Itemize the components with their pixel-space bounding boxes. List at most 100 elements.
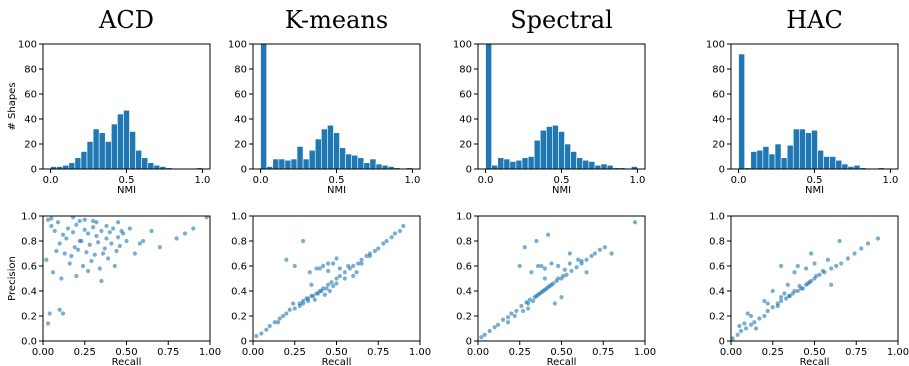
scatter-point xyxy=(771,305,775,309)
scatter-point xyxy=(351,264,355,268)
scatter-point xyxy=(91,225,95,229)
histogram-bar xyxy=(63,165,69,169)
scatter-point xyxy=(779,295,783,299)
scatter-point xyxy=(506,315,510,319)
scatter-point xyxy=(306,299,310,303)
scatter-point xyxy=(866,241,870,245)
scatter-point xyxy=(513,314,517,318)
histogram-bar xyxy=(261,44,267,169)
scatter-point xyxy=(111,226,115,230)
scatter-point xyxy=(519,304,523,308)
scatter-point xyxy=(766,309,770,313)
histogram-bar xyxy=(854,165,860,169)
scatter-point xyxy=(385,239,389,243)
scatter-point xyxy=(584,258,588,262)
y-tick-label: 0.6 xyxy=(231,262,247,273)
histogram-bar xyxy=(105,142,111,170)
histogram-bar xyxy=(824,157,830,170)
histogram-bar xyxy=(757,150,763,169)
x-tick-label: 0.0 xyxy=(478,175,494,186)
histogram-bar xyxy=(540,130,546,169)
scatter-point xyxy=(89,259,93,263)
scatter-point xyxy=(610,251,614,255)
scatter-point xyxy=(88,243,92,247)
scatter-point xyxy=(496,323,500,327)
y-tick-label: 100 xyxy=(706,40,725,51)
y-tick-label: 0 xyxy=(241,165,247,176)
scatter-point xyxy=(113,264,117,268)
scatter-point xyxy=(752,320,756,324)
scatter-point xyxy=(782,291,786,295)
scatter-point xyxy=(281,314,285,318)
x-tick-label: 0.75 xyxy=(845,347,867,358)
scatter-point xyxy=(338,274,342,278)
y-tick-label: 0.4 xyxy=(709,287,725,298)
scatter-point xyxy=(737,324,741,328)
x-tick-label: 0.75 xyxy=(367,347,389,358)
scatter-point xyxy=(483,333,487,337)
scatter-point xyxy=(749,323,753,327)
x-tick-label: 1.0 xyxy=(194,175,210,186)
scatter-point xyxy=(106,256,110,260)
scatter-point xyxy=(61,311,65,315)
scatter-point xyxy=(569,269,573,273)
scatter-point xyxy=(104,224,108,228)
scatter-point xyxy=(556,276,560,280)
scatter-point xyxy=(343,270,347,274)
scatter-point xyxy=(54,249,58,253)
histogram-bar xyxy=(799,129,805,169)
scatter-point xyxy=(109,241,113,245)
scatter-point xyxy=(308,270,312,274)
y-tick-label: 0.8 xyxy=(21,237,37,248)
scatter-point xyxy=(116,235,120,239)
y-tick-label: 0.0 xyxy=(21,337,37,348)
scatter-point xyxy=(523,245,527,249)
scatter-point xyxy=(568,261,572,265)
histogram-bar xyxy=(522,158,528,169)
histogram-bar xyxy=(130,132,136,170)
histogram-bar xyxy=(75,158,81,169)
scatter-point xyxy=(401,224,405,228)
y-tick-label: 60 xyxy=(234,90,247,101)
y-tick-label: 60 xyxy=(712,90,725,101)
y-tick-label: 0 xyxy=(466,337,472,348)
x-tick-label: 1.00 xyxy=(409,347,431,358)
scatter-point xyxy=(284,311,288,315)
histogram-bar xyxy=(333,133,339,169)
scatter-point xyxy=(264,328,268,332)
scatter-point xyxy=(259,331,263,335)
scatter-point xyxy=(556,264,560,268)
y-axis-label: Precision xyxy=(7,256,18,301)
panel-4: 0.00 0.25 0.50 0.75 1.000.00.20.40.60.81.0Re… xyxy=(7,212,221,366)
scatter-point xyxy=(74,223,78,227)
x-axis-label: NMI xyxy=(117,185,136,196)
scatter-point xyxy=(538,291,542,295)
scatter-point xyxy=(114,249,118,253)
scatter-point xyxy=(68,261,72,265)
scatter-point xyxy=(104,236,108,240)
histogram-bar xyxy=(315,139,321,169)
histogram-bar xyxy=(136,150,142,169)
scatter-point xyxy=(309,283,313,287)
scatter-point xyxy=(71,230,75,234)
x-axis-label: Recall xyxy=(322,357,352,366)
scatter-point xyxy=(809,251,813,255)
scatter-point xyxy=(94,220,98,224)
scatter-point xyxy=(826,258,830,262)
y-tick-label: 0 xyxy=(31,165,37,176)
scatter-point xyxy=(633,220,637,224)
y-axis-label: # Shapes xyxy=(7,82,18,130)
scatter-point xyxy=(509,311,513,315)
scatter-point xyxy=(108,230,112,234)
scatter-point xyxy=(568,251,572,255)
scatter-point xyxy=(334,281,338,285)
scatter-point xyxy=(551,281,555,285)
scatter-point xyxy=(814,274,818,278)
histogram-bar xyxy=(534,140,540,169)
x-tick-label: 1.00 xyxy=(634,347,656,358)
panel-0: 0.0 0.5 1.0020406080100NMI# ShapesACD xyxy=(7,6,210,196)
scatter-point xyxy=(479,335,483,339)
scatter-point xyxy=(488,329,492,333)
scatter-point xyxy=(749,314,753,318)
histogram-bar xyxy=(836,160,842,169)
